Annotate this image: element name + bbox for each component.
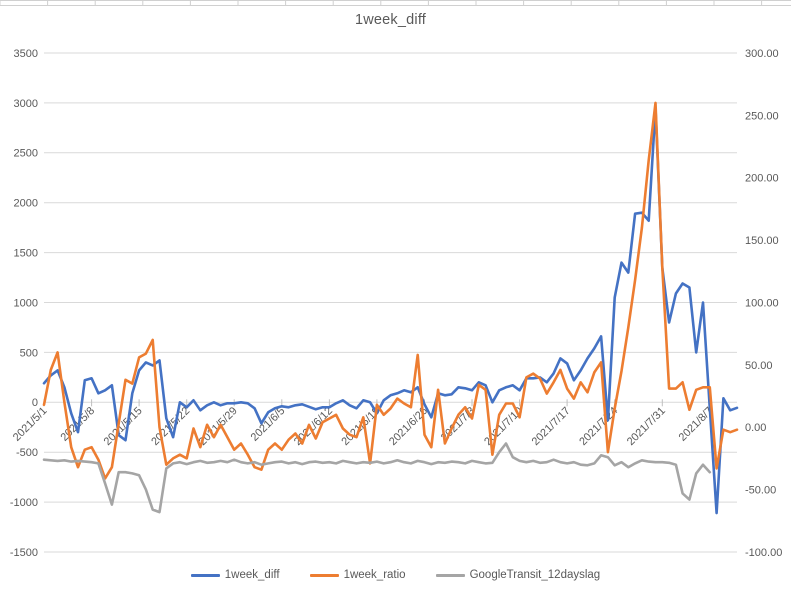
chart-legend: 1week_diff 1week_ratio GoogleTransit_12d…: [0, 569, 791, 581]
legend-swatch-googletransit: [435, 573, 465, 577]
y-axis-label-right: 150.00: [745, 235, 779, 247]
legend-item-1week_ratio: 1week_ratio: [309, 569, 406, 581]
y-axis-label-right: 200.00: [745, 173, 779, 185]
y-axis-label-left: 3500: [14, 48, 38, 60]
y-axis-label-right: -100.00: [745, 547, 782, 559]
legend-item-googletransit: GoogleTransit_12dayslag: [435, 569, 601, 581]
x-axis-label: 2021/5/22: [149, 405, 192, 448]
y-axis-label-right: 300.00: [745, 48, 779, 60]
y-axis-label-left: 1500: [14, 247, 38, 259]
legend-label-1week_diff: 1week_diff: [224, 569, 280, 581]
legend-swatch-1week_ratio: [309, 573, 339, 577]
y-axis-label-right: 50.00: [745, 360, 773, 372]
x-axis-label: 2021/6/12: [292, 405, 335, 448]
y-axis-label-left: 2000: [14, 198, 38, 210]
y-axis-label-left: -1000: [10, 497, 38, 509]
y-axis-label-left: 500: [20, 347, 38, 359]
y-axis-label-left: 2500: [14, 148, 38, 160]
series-line-1week_ratio: [42, 101, 739, 480]
x-axis-label: 2021/5/15: [102, 405, 145, 448]
y-axis-label-right: 100.00: [745, 297, 779, 309]
y-axis-label-right: 0.00: [745, 422, 766, 434]
legend-item-1week_diff: 1week_diff: [190, 569, 280, 581]
y-axis-label-left: -500: [16, 447, 38, 459]
x-axis-label: 2021/7/17: [530, 405, 573, 448]
chart-title: 1week_diff: [354, 12, 427, 28]
x-axis-label: 2021/5/1: [11, 405, 50, 444]
legend-swatch-1week_diff: [190, 573, 220, 577]
x-axis-label: 2021/7/31: [625, 405, 668, 448]
y-axis-label-left: -1500: [10, 547, 38, 559]
y-axis-label-right: 250.00: [745, 110, 779, 122]
series-line-1week_diff: [42, 106, 739, 515]
legend-label-googletransit: GoogleTransit_12dayslag: [469, 569, 601, 581]
y-axis-label-left: 3000: [14, 98, 38, 110]
y-axis-label-left: 1000: [14, 297, 38, 309]
y-axis-label-left: 0: [32, 397, 38, 409]
y-axis-label-right: -50.00: [745, 484, 776, 496]
series-line-GoogleTransit_12dayslag: [42, 442, 712, 514]
legend-label-1week_ratio: 1week_ratio: [343, 569, 406, 581]
